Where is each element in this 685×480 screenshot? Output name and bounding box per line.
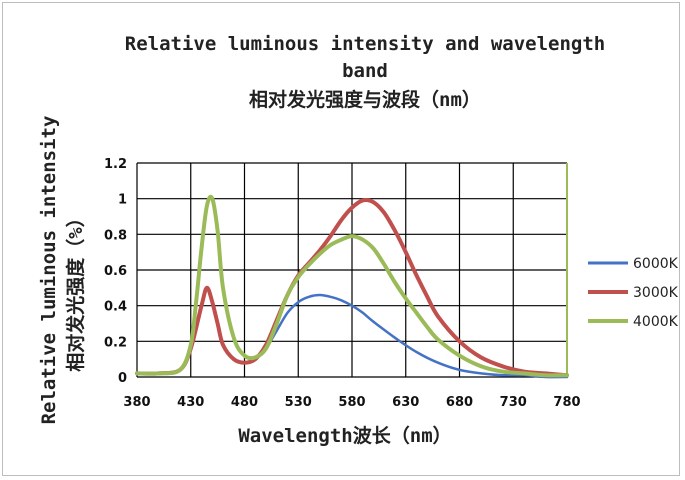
y-axis-label-cn: 相对发光强度（%） [64,208,87,371]
chart-title-en-line2: band [342,60,388,82]
y-tick-label-3: 0.6 [104,264,127,279]
chart-frame [2,2,680,476]
x-tick-label-2: 480 [231,395,258,410]
x-tick-label-7: 730 [500,395,527,410]
x-tick-label-5: 630 [392,395,419,410]
y-tick-label-2: 0.4 [104,300,127,315]
x-tick-label-0: 380 [123,395,150,410]
y-tick-label-5: 1 [118,193,127,208]
legend-label-4000k: 4000K [633,314,679,330]
x-tick-label-6: 680 [446,395,473,410]
chart-title-en-line1: Relative luminous intensity and waveleng… [125,33,605,55]
series-line-3000k [135,198,569,378]
plot-area: 0 0.2 0.4 0.6 0.8 1 1.2 380 430 480 530 580 630 680 73… [104,157,581,410]
chart-title-cn: 相对发光强度与波段（nm） [249,88,481,111]
y-tick-label-1: 0.2 [104,335,127,350]
series-line-4000k [135,194,569,378]
y-tick-label-6: 1.2 [104,157,127,172]
x-axis-label: Wavelength波长（nm） [238,424,451,447]
y-tick-label-4: 0.8 [104,228,127,243]
y-tick-label-0: 0 [118,371,127,386]
x-tick-label-3: 530 [285,395,312,410]
x-tick-label-4: 580 [338,395,365,410]
x-tick-label-1: 430 [177,395,204,410]
legend-label-6000k: 6000K [633,256,679,272]
legend-label-3000k: 3000K [633,285,679,301]
legend: 6000K 3000K 4000K [588,256,679,330]
x-tick-label-8: 780 [553,395,580,410]
y-axis-label-en: Relative luminous intensity [38,116,60,425]
